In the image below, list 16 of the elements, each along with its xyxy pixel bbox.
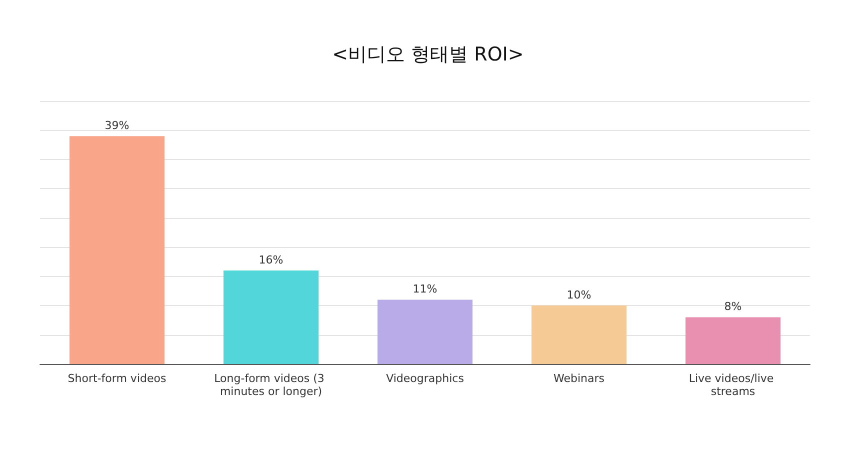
data-label: 11%	[412, 282, 438, 296]
bar	[224, 270, 318, 364]
bar	[686, 317, 780, 364]
chart-title: <비디오 형태별 ROI>	[332, 44, 524, 66]
x-tick-label: Live videos/live streams	[688, 372, 778, 398]
data-label: 8%	[724, 300, 742, 314]
x-tick-label: Videographics	[386, 372, 464, 385]
data-label: 16%	[258, 253, 284, 266]
bar	[532, 306, 626, 364]
x-tick-label: Webinars	[553, 372, 605, 385]
data-label: 10%	[566, 288, 592, 302]
bar	[70, 136, 164, 364]
data-label: 39%	[104, 119, 130, 132]
x-tick-label: Long-form videos (3 minutes or longer)	[214, 372, 328, 398]
x-tick-label: Short-form videos	[68, 372, 166, 385]
bar	[378, 300, 472, 364]
